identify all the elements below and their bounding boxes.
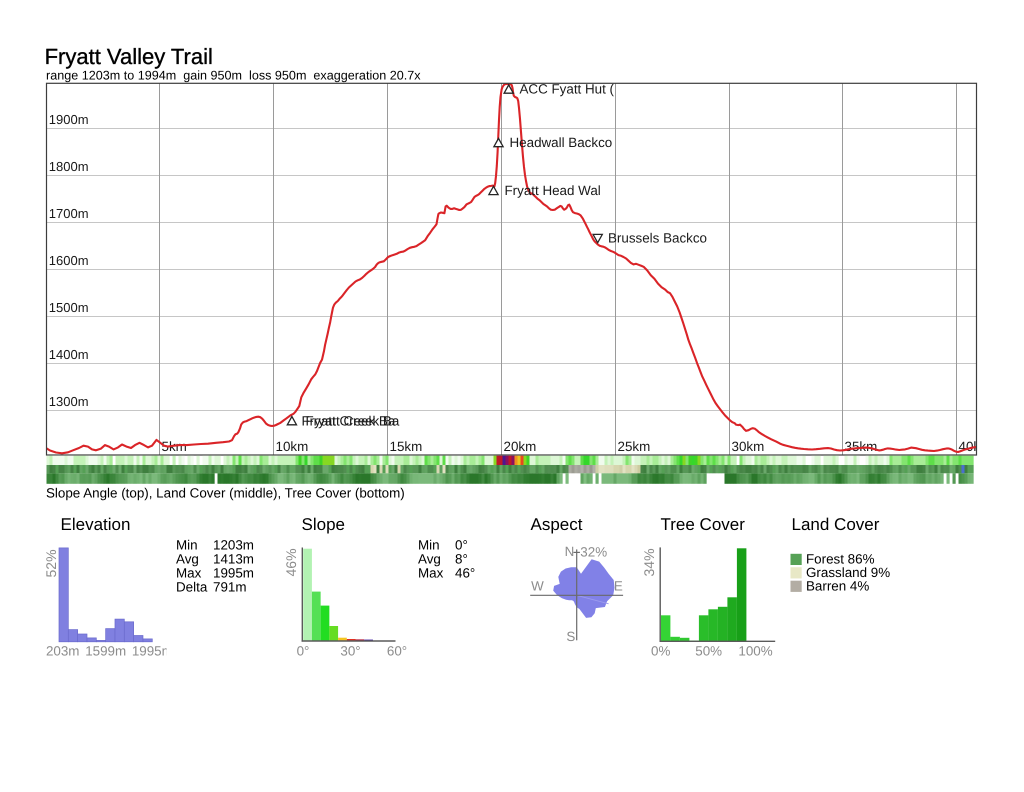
- svg-text:Barren 4%: Barren 4%: [806, 578, 869, 593]
- svg-text:Slope Angle (top), Land Cover: Slope Angle (top), Land Cover (middle), …: [46, 486, 405, 501]
- svg-text:46°: 46°: [455, 565, 475, 580]
- svg-text:N: N: [565, 544, 575, 559]
- svg-text:Slope: Slope: [302, 515, 345, 534]
- svg-text:range 1203m to 1994m gain 950: range 1203m to 1994m gain 950m loss 950m…: [46, 68, 421, 82]
- svg-text:1700m: 1700m: [49, 206, 89, 221]
- svg-text:Max: Max: [176, 565, 202, 580]
- svg-text:Fryatt Head Wal: Fryatt Head Wal: [505, 183, 601, 198]
- svg-text:1300m: 1300m: [49, 394, 89, 409]
- svg-text:30km: 30km: [732, 439, 765, 454]
- svg-text:1203m: 1203m: [213, 538, 254, 553]
- svg-text:S: S: [566, 629, 575, 644]
- svg-text:0°: 0°: [297, 644, 310, 659]
- svg-text:0°: 0°: [455, 538, 468, 553]
- svg-text:1800m: 1800m: [49, 159, 89, 174]
- svg-text:Headwall Backco: Headwall Backco: [510, 135, 613, 150]
- svg-text:Grassland 9%: Grassland 9%: [806, 565, 890, 580]
- svg-text:1413m: 1413m: [213, 552, 254, 567]
- svg-text:Tree Cover: Tree Cover: [661, 515, 746, 534]
- svg-text:Avg: Avg: [418, 552, 441, 567]
- svg-text:8°: 8°: [455, 552, 468, 567]
- svg-text:34%: 34%: [641, 548, 657, 576]
- svg-text:0%: 0%: [651, 644, 670, 659]
- svg-text:1500m: 1500m: [49, 300, 89, 315]
- svg-text:Avg: Avg: [176, 552, 199, 567]
- svg-text:Fryatt Creek Ba: Fryatt Creek Ba: [306, 413, 400, 428]
- svg-text:W: W: [531, 579, 544, 594]
- svg-text:Fryatt Valley Trail: Fryatt Valley Trail: [45, 44, 213, 69]
- svg-text:30°: 30°: [340, 644, 360, 659]
- svg-text:25km: 25km: [618, 439, 651, 454]
- svg-text:791m: 791m: [213, 579, 247, 594]
- svg-text:15km: 15km: [390, 439, 423, 454]
- svg-text:1600m: 1600m: [49, 253, 89, 268]
- svg-text:35km: 35km: [845, 439, 878, 454]
- svg-text:Max: Max: [418, 565, 444, 580]
- svg-text:10km: 10km: [276, 439, 309, 454]
- svg-text:Min: Min: [176, 538, 198, 553]
- svg-text:Aspect: Aspect: [531, 515, 583, 534]
- svg-text:20km: 20km: [504, 439, 537, 454]
- svg-text:52%: 52%: [43, 549, 59, 577]
- svg-text:1203m: 1203m: [39, 644, 80, 659]
- svg-text:Min: Min: [418, 538, 440, 553]
- svg-text:1599m: 1599m: [85, 644, 126, 659]
- svg-text:50%: 50%: [695, 644, 722, 659]
- svg-text:1400m: 1400m: [49, 347, 89, 362]
- svg-text:Land Cover: Land Cover: [792, 515, 880, 534]
- svg-text:1995m: 1995m: [132, 644, 173, 659]
- svg-text:Brussels Backco: Brussels Backco: [608, 231, 707, 246]
- svg-text:1900m: 1900m: [49, 112, 89, 127]
- svg-text:Elevation: Elevation: [61, 515, 131, 534]
- svg-text:Delta: Delta: [176, 579, 208, 594]
- svg-text:1995m: 1995m: [213, 565, 254, 580]
- svg-text:100%: 100%: [738, 644, 772, 659]
- svg-text:Fryatt Creek Ba: Fryatt Creek Ba: [302, 413, 396, 428]
- svg-text:32%: 32%: [580, 545, 607, 560]
- svg-text:Forest 86%: Forest 86%: [806, 552, 875, 567]
- svg-text:46%: 46%: [283, 548, 299, 576]
- svg-text:60°: 60°: [387, 644, 407, 659]
- svg-text:E: E: [614, 579, 623, 594]
- svg-text:ACC Fyatt Hut (: ACC Fyatt Hut (: [520, 82, 615, 97]
